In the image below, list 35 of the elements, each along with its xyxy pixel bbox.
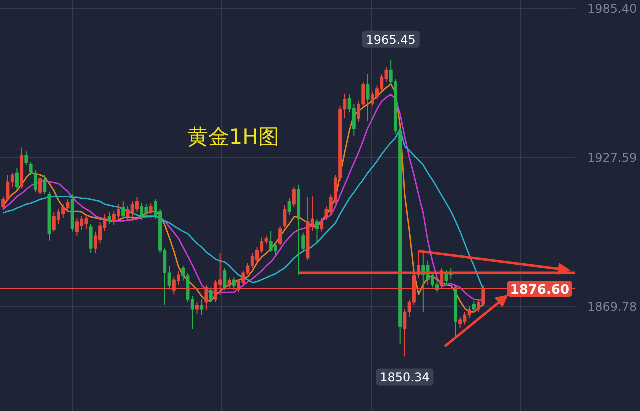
- candlestick: [209, 287, 213, 303]
- ref-line-label: 1876.60: [510, 283, 570, 298]
- candlestick: [458, 316, 462, 328]
- annotation: 1850.34: [380, 370, 430, 385]
- candlestick: [288, 198, 292, 216]
- candlestick: [15, 168, 19, 190]
- candlestick: [200, 299, 204, 316]
- candlestick: [366, 74, 370, 122]
- candlestick: [108, 212, 112, 225]
- candlestick: [43, 174, 47, 196]
- candlestick: [472, 300, 476, 313]
- y-tick-label: 1985.40: [588, 2, 638, 16]
- candlestick: [320, 218, 324, 232]
- annotation: 黄金1H图: [187, 124, 280, 149]
- candlestick: [232, 276, 236, 290]
- candlestick: [135, 196, 139, 213]
- y-tick-label: 1869.78: [588, 300, 638, 314]
- candlestick: [38, 176, 42, 196]
- candlestick: [292, 186, 296, 208]
- candlestick: [122, 201, 126, 220]
- candlestick: [196, 302, 199, 315]
- candlestick: [283, 204, 287, 228]
- candlestick: [149, 202, 153, 215]
- candlestick: [89, 224, 93, 254]
- annotation: 1965.45: [366, 32, 416, 47]
- candlestick: [24, 151, 28, 166]
- candlestick: [29, 162, 33, 176]
- candlestick: [274, 242, 278, 256]
- candlestick: [223, 268, 227, 292]
- candlestick: [302, 232, 306, 252]
- candlestick: [34, 170, 38, 194]
- y-tick-label: 1927.59: [588, 151, 638, 166]
- candlestick: [140, 202, 144, 221]
- candlestick: [278, 226, 282, 246]
- candlestick: [316, 218, 319, 244]
